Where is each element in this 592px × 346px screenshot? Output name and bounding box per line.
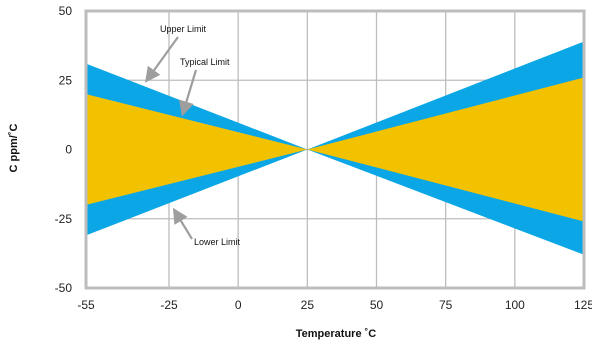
x-tick-label: 100 xyxy=(505,298,525,312)
x-tick-label: 75 xyxy=(439,298,453,312)
x-tick-label: 50 xyxy=(370,298,384,312)
x-tick-label: 25 xyxy=(301,298,315,312)
chart-bands xyxy=(86,41,584,255)
y-tick-label: -25 xyxy=(55,212,73,226)
y-tick-label: -50 xyxy=(55,281,73,295)
x-tick-label: 125 xyxy=(574,298,592,312)
axis-ticks: -55 -25 0 25 50 75 100 125 50 25 0 -25 -50 xyxy=(55,4,592,312)
annotation-arrow xyxy=(172,207,193,240)
y-axis-label: C ppm/˚C xyxy=(8,124,20,173)
annotation-label: Lower Limit xyxy=(194,237,241,247)
x-tick-label: 0 xyxy=(235,298,242,312)
plot-frame xyxy=(84,9,586,290)
x-axis-label: Temperature ˚C xyxy=(296,328,377,340)
annotation-arrow xyxy=(179,69,198,117)
annotation-arrow xyxy=(145,36,179,83)
annotations: Upper Limit Typical Limit Lower Limit xyxy=(145,24,241,247)
annotation-label: Upper Limit xyxy=(160,24,207,34)
x-tick-label: -55 xyxy=(77,298,95,312)
y-tick-label: 50 xyxy=(59,4,73,18)
x-tick-label: -25 xyxy=(160,298,178,312)
y-tick-label: 25 xyxy=(59,73,73,87)
annotation-label: Typical Limit xyxy=(180,57,230,67)
y-tick-label: 0 xyxy=(65,143,72,157)
band-typical-limit xyxy=(86,77,584,222)
